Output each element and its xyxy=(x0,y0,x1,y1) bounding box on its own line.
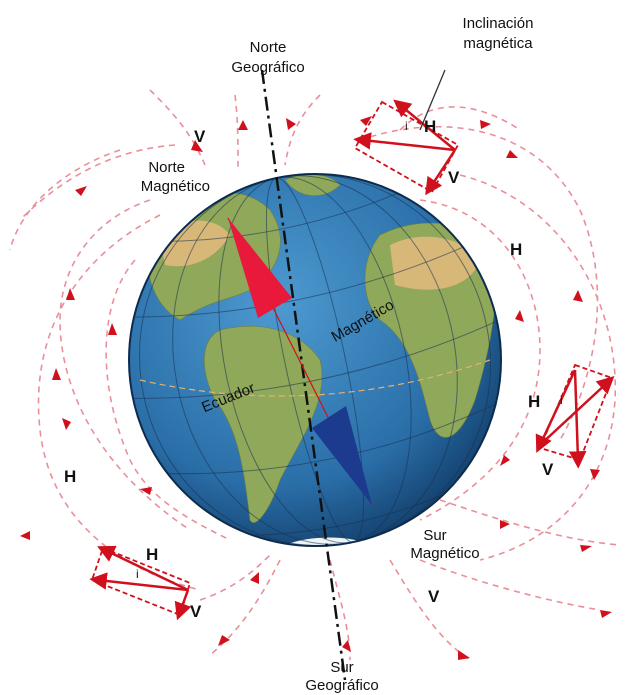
north-magnetic-label: Norte xyxy=(148,159,185,176)
v-label: V xyxy=(428,587,440,606)
i-label: i xyxy=(136,567,139,581)
inclination-label: magnética xyxy=(463,35,533,52)
v-label: V xyxy=(448,168,460,187)
i-label: i xyxy=(560,393,563,407)
globe xyxy=(128,173,502,547)
south-magnetic-label: Magnético xyxy=(410,545,479,562)
h-label: H xyxy=(146,545,158,564)
south-pole-needle xyxy=(312,406,372,505)
south-geographic-label: Geográfico xyxy=(305,677,378,694)
vector-top xyxy=(353,69,460,196)
north-geographic-label: Geográfico xyxy=(231,59,304,76)
h-label: H xyxy=(424,117,436,136)
v-label: V xyxy=(190,602,202,621)
south-magnetic-label: Sur xyxy=(423,527,446,544)
north-geographic-label: Norte xyxy=(250,39,287,56)
v-label: V xyxy=(194,127,206,146)
v-label: V xyxy=(542,460,554,479)
h-label: H xyxy=(528,392,540,411)
south-geographic-label: Sur xyxy=(330,659,353,676)
h-label: H xyxy=(510,240,522,259)
inclination-label: Inclinación xyxy=(463,15,534,32)
field-arrows xyxy=(20,116,612,660)
h-label: H xyxy=(64,467,76,486)
geographic-axis xyxy=(260,69,347,681)
vector-right xyxy=(535,363,615,469)
i-label: i xyxy=(405,119,408,133)
north-pole-needle xyxy=(228,218,292,318)
north-magnetic-label: Magnético xyxy=(141,178,210,195)
vector-bottom xyxy=(89,545,192,621)
